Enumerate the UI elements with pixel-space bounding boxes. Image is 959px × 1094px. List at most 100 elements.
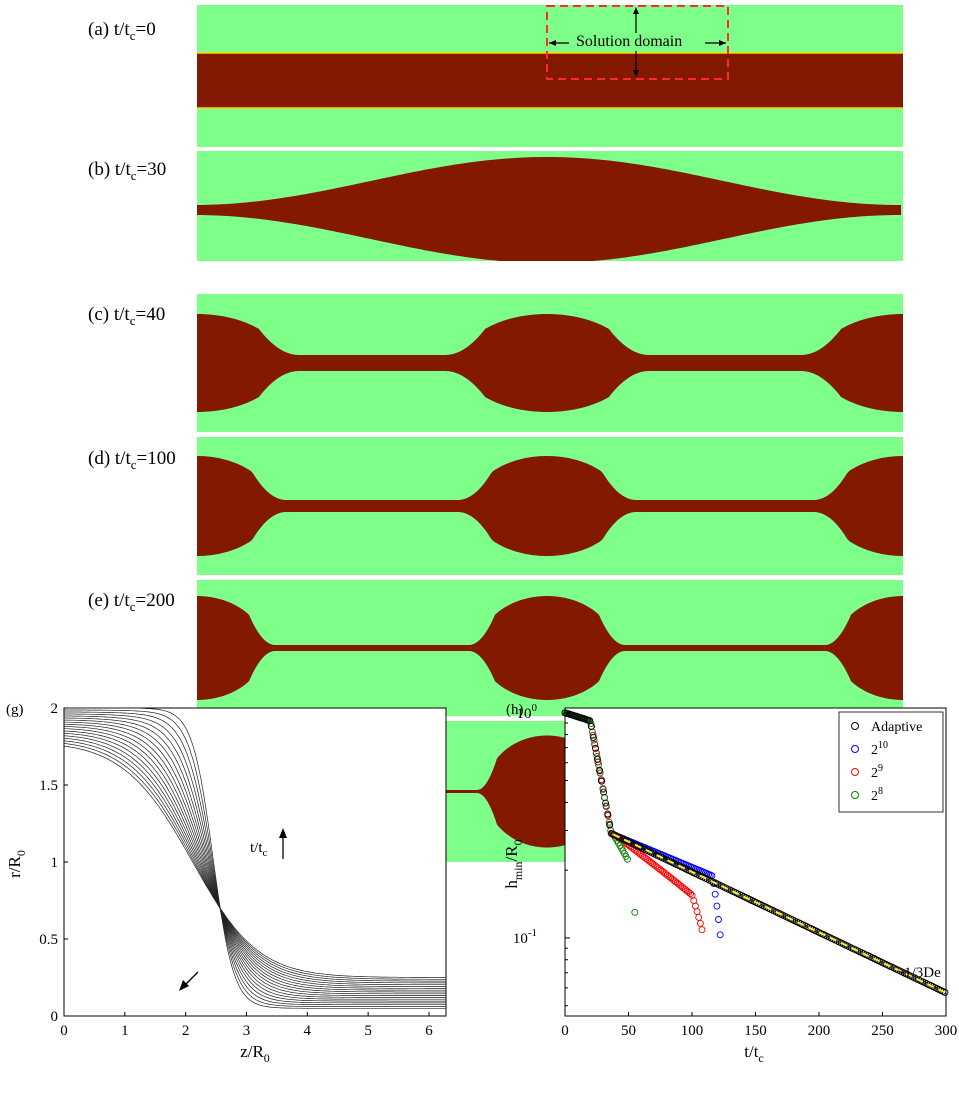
- chart-h-point-2-8: [631, 908, 639, 916]
- chart-g: 0 1 2 3 4 5 6 0 0.5 1 1.5 2 r/R0 z/R0 t/tc: [5, 701, 447, 1065]
- chart-g-xtick: 5: [364, 1023, 372, 1039]
- chart-g-profile-curve: [64, 728, 446, 991]
- chart-h-xtick: 200: [808, 1023, 831, 1039]
- chart-h-point-2-9: [698, 926, 706, 934]
- chart-h-fit-label: ~1/3De: [896, 965, 941, 981]
- chart-h-point-adaptive: [604, 810, 612, 818]
- panel-g-letter: (g): [6, 702, 24, 718]
- chart-g-profile-curve: [64, 713, 446, 1004]
- chart-h-point-2-8: [599, 785, 607, 793]
- chart-h-point-adaptive: [592, 744, 599, 752]
- chart-g-xtick: 3: [243, 1023, 251, 1039]
- chart-h-point-adaptive: [941, 988, 949, 996]
- chart-h-legend-label: 210: [871, 740, 888, 758]
- panel-label-a: (a) t/tc=0: [88, 19, 156, 43]
- chart-h-xtick: 300: [935, 1023, 958, 1039]
- chart-h-point-2-9: [687, 890, 694, 898]
- chart-h-point-adaptive: [594, 755, 601, 763]
- chart-h-legend-marker: [851, 791, 859, 799]
- panel-label-b: (b) t/tc=30: [88, 159, 167, 183]
- panel-b-image: [197, 151, 903, 261]
- chart-h-point-2-8: [602, 802, 610, 810]
- chart-h-point-2-9: [591, 740, 599, 748]
- chart-g-profile-curve: [64, 717, 446, 1000]
- panel-label-e: (e) t/tc=200: [88, 590, 175, 614]
- chart-h-legend: [838, 711, 944, 813]
- chart-h-point-adaptive: [600, 788, 608, 796]
- chart-h-xtick: 250: [871, 1023, 894, 1039]
- chart-g-profile-curve: [63, 730, 446, 989]
- chart-h-point-2-8: [590, 736, 598, 744]
- solution-domain-label: Solution domain: [574, 33, 685, 51]
- chart-h-point-2-10: [716, 931, 724, 939]
- chart-h-point-2-8: [593, 753, 601, 760]
- solution-domain-box: [546, 5, 729, 80]
- chart-h-point-2-8: [605, 818, 613, 826]
- chart-g-ytick: 0: [51, 1009, 59, 1025]
- chart-g-xtick: 0: [60, 1023, 68, 1039]
- chart-g-xtick: 2: [182, 1023, 190, 1039]
- panel-label-d: (d) t/tc=100: [88, 448, 176, 472]
- chart-h-point-2-9: [696, 919, 704, 927]
- chart-h-point-2-8: [624, 855, 631, 863]
- chart-h-xtick: 0: [561, 1023, 569, 1039]
- chart-h-legend-marker: [851, 722, 859, 730]
- chart-h-point-adaptive: [589, 733, 597, 741]
- chart-h-ytick: 10-1: [513, 927, 537, 947]
- panel-h-letter: (h): [506, 702, 524, 718]
- chart-h-fit-line: [612, 833, 947, 994]
- panel-label-c: (c) t/tc=40: [88, 304, 166, 328]
- chart-g-frame: [63, 707, 447, 1017]
- chart-h-point-2-8: [596, 769, 604, 777]
- chart-h-legend-marker: [851, 745, 859, 753]
- chart-g-xtick: 4: [304, 1023, 312, 1039]
- chart-g-profile-curve: [64, 726, 446, 993]
- chart-g-profile-curve: [63, 737, 446, 984]
- chart-g-profile-curve: [64, 707, 446, 1009]
- chart-g-annotation: t/tc: [250, 840, 268, 859]
- chart-g-profile-curve: [63, 735, 446, 986]
- chart-g-profile-curve: [64, 711, 446, 1006]
- chart-h-point-adaptive: [598, 777, 606, 785]
- chart-h-point-adaptive: [587, 722, 595, 730]
- chart-g-ytick: 2: [51, 701, 59, 717]
- chart-g-profile-curve: [63, 743, 446, 980]
- chart-h-xtick: 100: [681, 1023, 704, 1039]
- chart-h-xtick: 50: [621, 1023, 636, 1039]
- chart-h-point-2-10: [715, 916, 722, 923]
- chart-g-profile-curve: [64, 715, 446, 1002]
- chart-g-profile-curve: [63, 740, 446, 982]
- chart-h-ytick: 100: [517, 702, 538, 722]
- chart-g-profile-curve: [64, 721, 446, 996]
- chart-g-xtick: 1: [121, 1023, 129, 1039]
- chart-h-xtick: 150: [744, 1023, 767, 1039]
- panel-c-image: [197, 294, 903, 432]
- panel-d-image: [197, 437, 903, 575]
- chart-g-ylabel: r/R0: [5, 850, 28, 878]
- chart-h-legend-marker: [851, 768, 859, 776]
- chart-g-arrow-diag: [185, 971, 199, 985]
- panel-e-image: [197, 580, 903, 716]
- chart-g-ytick: 1.5: [39, 778, 58, 794]
- chart-g-profile-curve: [64, 709, 446, 1007]
- chart-g-profile-curve: [64, 719, 446, 998]
- chart-h-point-2-10: [711, 890, 719, 898]
- chart-h: 0 50 100 150 200 250 300 100 10-1 hmin/R0 t/tc A…: [502, 702, 958, 1065]
- chart-h-point-adaptive: [606, 821, 614, 829]
- chart-h-point-adaptive: [596, 766, 603, 774]
- chart-g-profile-curve: [63, 732, 446, 987]
- chart-h-ylabel: hmin/R0: [502, 839, 525, 888]
- chart-g-xlabel: z/R0: [240, 1042, 270, 1065]
- chart-h-xlabel: t/tc: [744, 1042, 764, 1065]
- chart-h-point-2-10: [713, 902, 721, 910]
- chart-h-legend-label: 29: [871, 763, 883, 781]
- chart-h-point-adaptive: [602, 799, 610, 807]
- chart-g-profile-curve: [64, 723, 446, 995]
- chart-h-legend-label: Adaptive: [871, 720, 922, 735]
- panel-a-image: Solution domain: [197, 5, 903, 147]
- chart-g-xtick: 6: [425, 1023, 433, 1039]
- chart-g-profile-curve: [63, 745, 446, 978]
- chart-g-ytick: 1: [51, 855, 59, 871]
- chart-g-ytick: 0.5: [39, 932, 58, 948]
- chart-h-legend-label: 28: [871, 786, 883, 804]
